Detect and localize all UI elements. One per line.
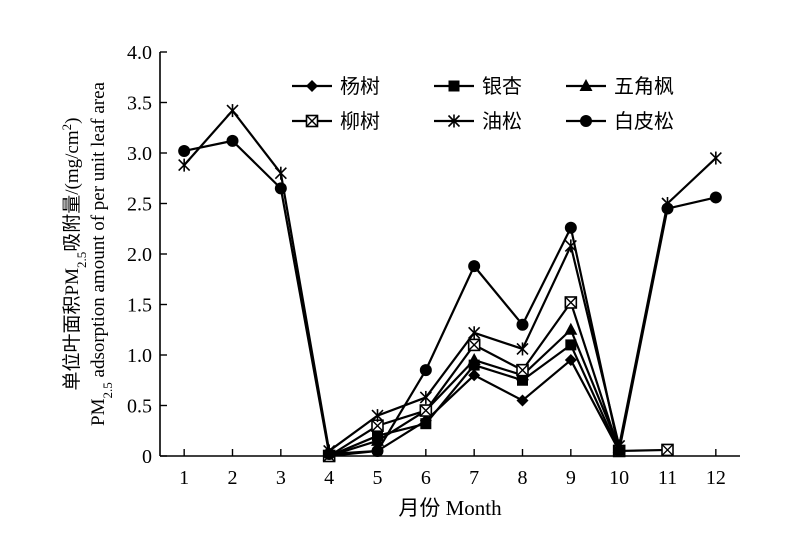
series-5 bbox=[178, 104, 722, 458]
y-tick-label: 0.5 bbox=[127, 396, 152, 418]
legend-marker bbox=[306, 80, 318, 92]
data-point bbox=[564, 296, 578, 309]
x-axis-label: 月份 Month bbox=[398, 496, 502, 520]
data-point bbox=[709, 151, 722, 165]
x-tick-label: 5 bbox=[373, 467, 383, 489]
data-point bbox=[419, 390, 432, 404]
series-line bbox=[328, 301, 668, 457]
data-point bbox=[613, 444, 626, 457]
data-point bbox=[226, 104, 239, 118]
legend-label: 油松 bbox=[482, 110, 522, 133]
legend-item: 白皮松 bbox=[566, 110, 674, 133]
data-point bbox=[226, 134, 239, 147]
data-point bbox=[371, 409, 384, 423]
data-point bbox=[661, 443, 674, 457]
data-point bbox=[419, 404, 433, 417]
x-tick-label: 6 bbox=[421, 467, 431, 489]
legend-label: 五角枫 bbox=[614, 75, 674, 98]
data-point bbox=[371, 433, 384, 446]
data-point bbox=[468, 369, 481, 382]
data-point bbox=[178, 158, 191, 172]
x-tick-label: 9 bbox=[566, 467, 576, 489]
y-tick-label: 2.5 bbox=[127, 194, 152, 216]
data-point bbox=[516, 394, 529, 407]
legend-label: 杨树 bbox=[340, 75, 380, 98]
x-tick-label: 12 bbox=[706, 467, 726, 489]
data-point bbox=[564, 221, 577, 234]
y-axis-label-line1: 单位叶面积PM2.5吸附量/(mg/cm2) bbox=[59, 118, 89, 391]
data-point bbox=[709, 191, 722, 204]
legend-label: 银杏 bbox=[482, 75, 522, 98]
data-point bbox=[468, 260, 481, 273]
legend-item: 杨树 bbox=[292, 75, 380, 98]
legend-marker bbox=[579, 79, 593, 91]
data-point bbox=[420, 418, 432, 430]
x-tick-label: 3 bbox=[276, 467, 286, 489]
data-point bbox=[517, 374, 528, 386]
y-tick-label: 2.0 bbox=[127, 244, 152, 266]
y-tick-label: 3.5 bbox=[127, 93, 152, 115]
data-point bbox=[564, 354, 577, 367]
data-point bbox=[516, 342, 529, 356]
data-point bbox=[468, 359, 480, 371]
x-tick-label: 11 bbox=[658, 467, 677, 489]
data-point bbox=[565, 339, 577, 351]
data-point bbox=[564, 322, 578, 335]
x-ticks: 1 2 3 4 5 6 7 8 9 10 11 12 bbox=[179, 449, 726, 489]
series-line bbox=[183, 109, 717, 453]
data-point bbox=[274, 182, 287, 195]
legend-marker bbox=[305, 114, 319, 128]
legend-label: 柳树 bbox=[340, 110, 380, 133]
y-tick-label: 1.0 bbox=[127, 345, 152, 367]
x-tick-label: 4 bbox=[324, 467, 334, 489]
legend-item: 银杏 bbox=[434, 75, 522, 98]
legend-item: 五角枫 bbox=[566, 75, 674, 98]
series-group bbox=[178, 104, 722, 463]
data-point bbox=[323, 447, 336, 460]
x-tick-label: 7 bbox=[469, 467, 479, 489]
y-tick-label: 0 bbox=[142, 446, 152, 468]
y-ticks: 0 0.5 1.0 1.5 2.0 2.5 3.0 3.5 4.0 bbox=[127, 42, 167, 468]
y-axis-label-line2: PM2.5 adsorption amount of per unit leaf… bbox=[88, 81, 115, 425]
x-tick-label: 10 bbox=[609, 467, 629, 489]
y-tick-label: 1.5 bbox=[127, 295, 152, 317]
legend-label: 白皮松 bbox=[614, 110, 674, 133]
data-point bbox=[516, 318, 529, 331]
data-point bbox=[274, 166, 287, 180]
data-point bbox=[419, 364, 432, 377]
legend-item: 柳树 bbox=[292, 110, 380, 133]
data-point bbox=[516, 363, 529, 377]
series-6 bbox=[178, 134, 722, 460]
legend-item: 油松 bbox=[434, 110, 522, 133]
y-tick-label: 3.0 bbox=[127, 143, 152, 165]
x-tick-label: 2 bbox=[228, 467, 238, 489]
data-point bbox=[467, 338, 481, 352]
data-point bbox=[467, 353, 481, 366]
x-tick-label: 8 bbox=[518, 467, 528, 489]
y-tick-label: 4.0 bbox=[127, 42, 152, 64]
y-axis-label-group: 单位叶面积PM2.5吸附量/(mg/cm2) PM2.5 adsorption … bbox=[59, 81, 115, 425]
x-tick-label: 1 bbox=[179, 467, 189, 489]
legend-marker bbox=[580, 115, 592, 127]
data-point bbox=[468, 326, 481, 340]
data-point bbox=[661, 202, 674, 215]
data-point bbox=[178, 144, 191, 157]
legend-marker bbox=[447, 114, 461, 128]
data-point bbox=[371, 444, 384, 457]
series-line bbox=[183, 139, 717, 456]
legend-marker bbox=[448, 80, 460, 92]
